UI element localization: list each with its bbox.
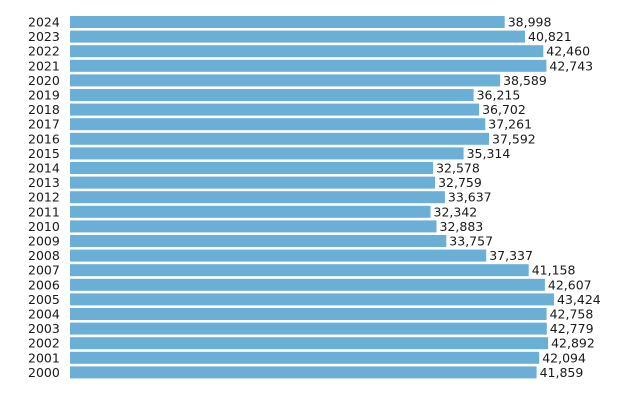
bar [70, 74, 501, 87]
year-label: 2007 [28, 263, 60, 278]
bar [70, 337, 549, 350]
value-label: 42,607 [548, 277, 592, 292]
year-label: 2013 [28, 175, 60, 190]
year-label: 2005 [28, 292, 60, 307]
year-label: 2019 [28, 88, 60, 103]
year-label: 2015 [28, 146, 60, 161]
bar [70, 264, 529, 277]
year-label: 2023 [28, 29, 60, 44]
bar [70, 16, 505, 28]
year-label: 2012 [28, 190, 60, 205]
value-label: 32,883 [440, 219, 484, 234]
bar [70, 176, 436, 189]
bar [70, 30, 525, 43]
value-label: 43,424 [557, 292, 601, 307]
value-label: 42,779 [550, 321, 594, 336]
bar [70, 351, 540, 364]
value-label: 37,592 [492, 131, 536, 146]
year-label: 2010 [28, 219, 60, 234]
value-label: 41,158 [532, 263, 576, 278]
value-label: 41,859 [540, 365, 584, 380]
year-label: 2022 [28, 44, 60, 59]
value-label: 42,758 [550, 307, 594, 322]
year-label: 2006 [28, 277, 60, 292]
year-label: 2001 [28, 350, 60, 365]
bar [70, 89, 474, 101]
bar [70, 191, 445, 204]
year-label: 2017 [28, 117, 60, 132]
bars-group: 2024 38,998 2023 40,821 2022 42,460 2021 42,743… [28, 15, 601, 380]
value-label: 38,589 [503, 73, 547, 88]
value-label: 37,337 [489, 248, 533, 263]
year-label: 2003 [28, 321, 60, 336]
bar [70, 147, 464, 160]
year-label: 2011 [28, 204, 60, 219]
bar [70, 322, 547, 335]
year-label: 2016 [28, 131, 60, 146]
year-label: 2020 [28, 73, 60, 88]
bar [70, 59, 547, 72]
bar [70, 278, 545, 291]
value-label: 42,892 [551, 336, 595, 351]
bar [70, 162, 434, 174]
year-label: 2008 [28, 248, 60, 263]
bar [70, 118, 486, 131]
value-label: 37,261 [488, 117, 532, 132]
value-label: 42,094 [542, 350, 586, 365]
value-label: 42,743 [549, 58, 593, 73]
year-label: 2009 [28, 234, 60, 249]
bar [70, 45, 544, 58]
year-label: 2024 [28, 15, 60, 30]
bar [70, 103, 480, 116]
bar [70, 235, 447, 247]
year-label: 2014 [28, 161, 60, 176]
year-label: 2018 [28, 102, 60, 117]
value-label: 36,702 [482, 102, 526, 117]
bar [70, 308, 547, 320]
bar [70, 205, 431, 218]
value-label: 42,460 [546, 44, 590, 59]
bar [70, 249, 487, 262]
value-label: 32,759 [438, 175, 482, 190]
bar [70, 132, 489, 145]
bar [70, 366, 537, 379]
year-label: 2002 [28, 336, 60, 351]
value-label: 33,757 [449, 234, 493, 249]
value-label: 32,578 [436, 161, 480, 176]
year-label: 2021 [28, 58, 60, 73]
value-label: 33,637 [448, 190, 492, 205]
value-label: 40,821 [528, 29, 572, 44]
year-label: 2004 [28, 307, 60, 322]
value-label: 35,314 [467, 146, 511, 161]
value-label: 38,998 [508, 15, 552, 30]
year-label: 2000 [28, 365, 60, 380]
bar [70, 293, 554, 306]
value-label: 32,342 [434, 204, 478, 219]
value-label: 36,215 [477, 88, 521, 103]
bar [70, 220, 437, 233]
